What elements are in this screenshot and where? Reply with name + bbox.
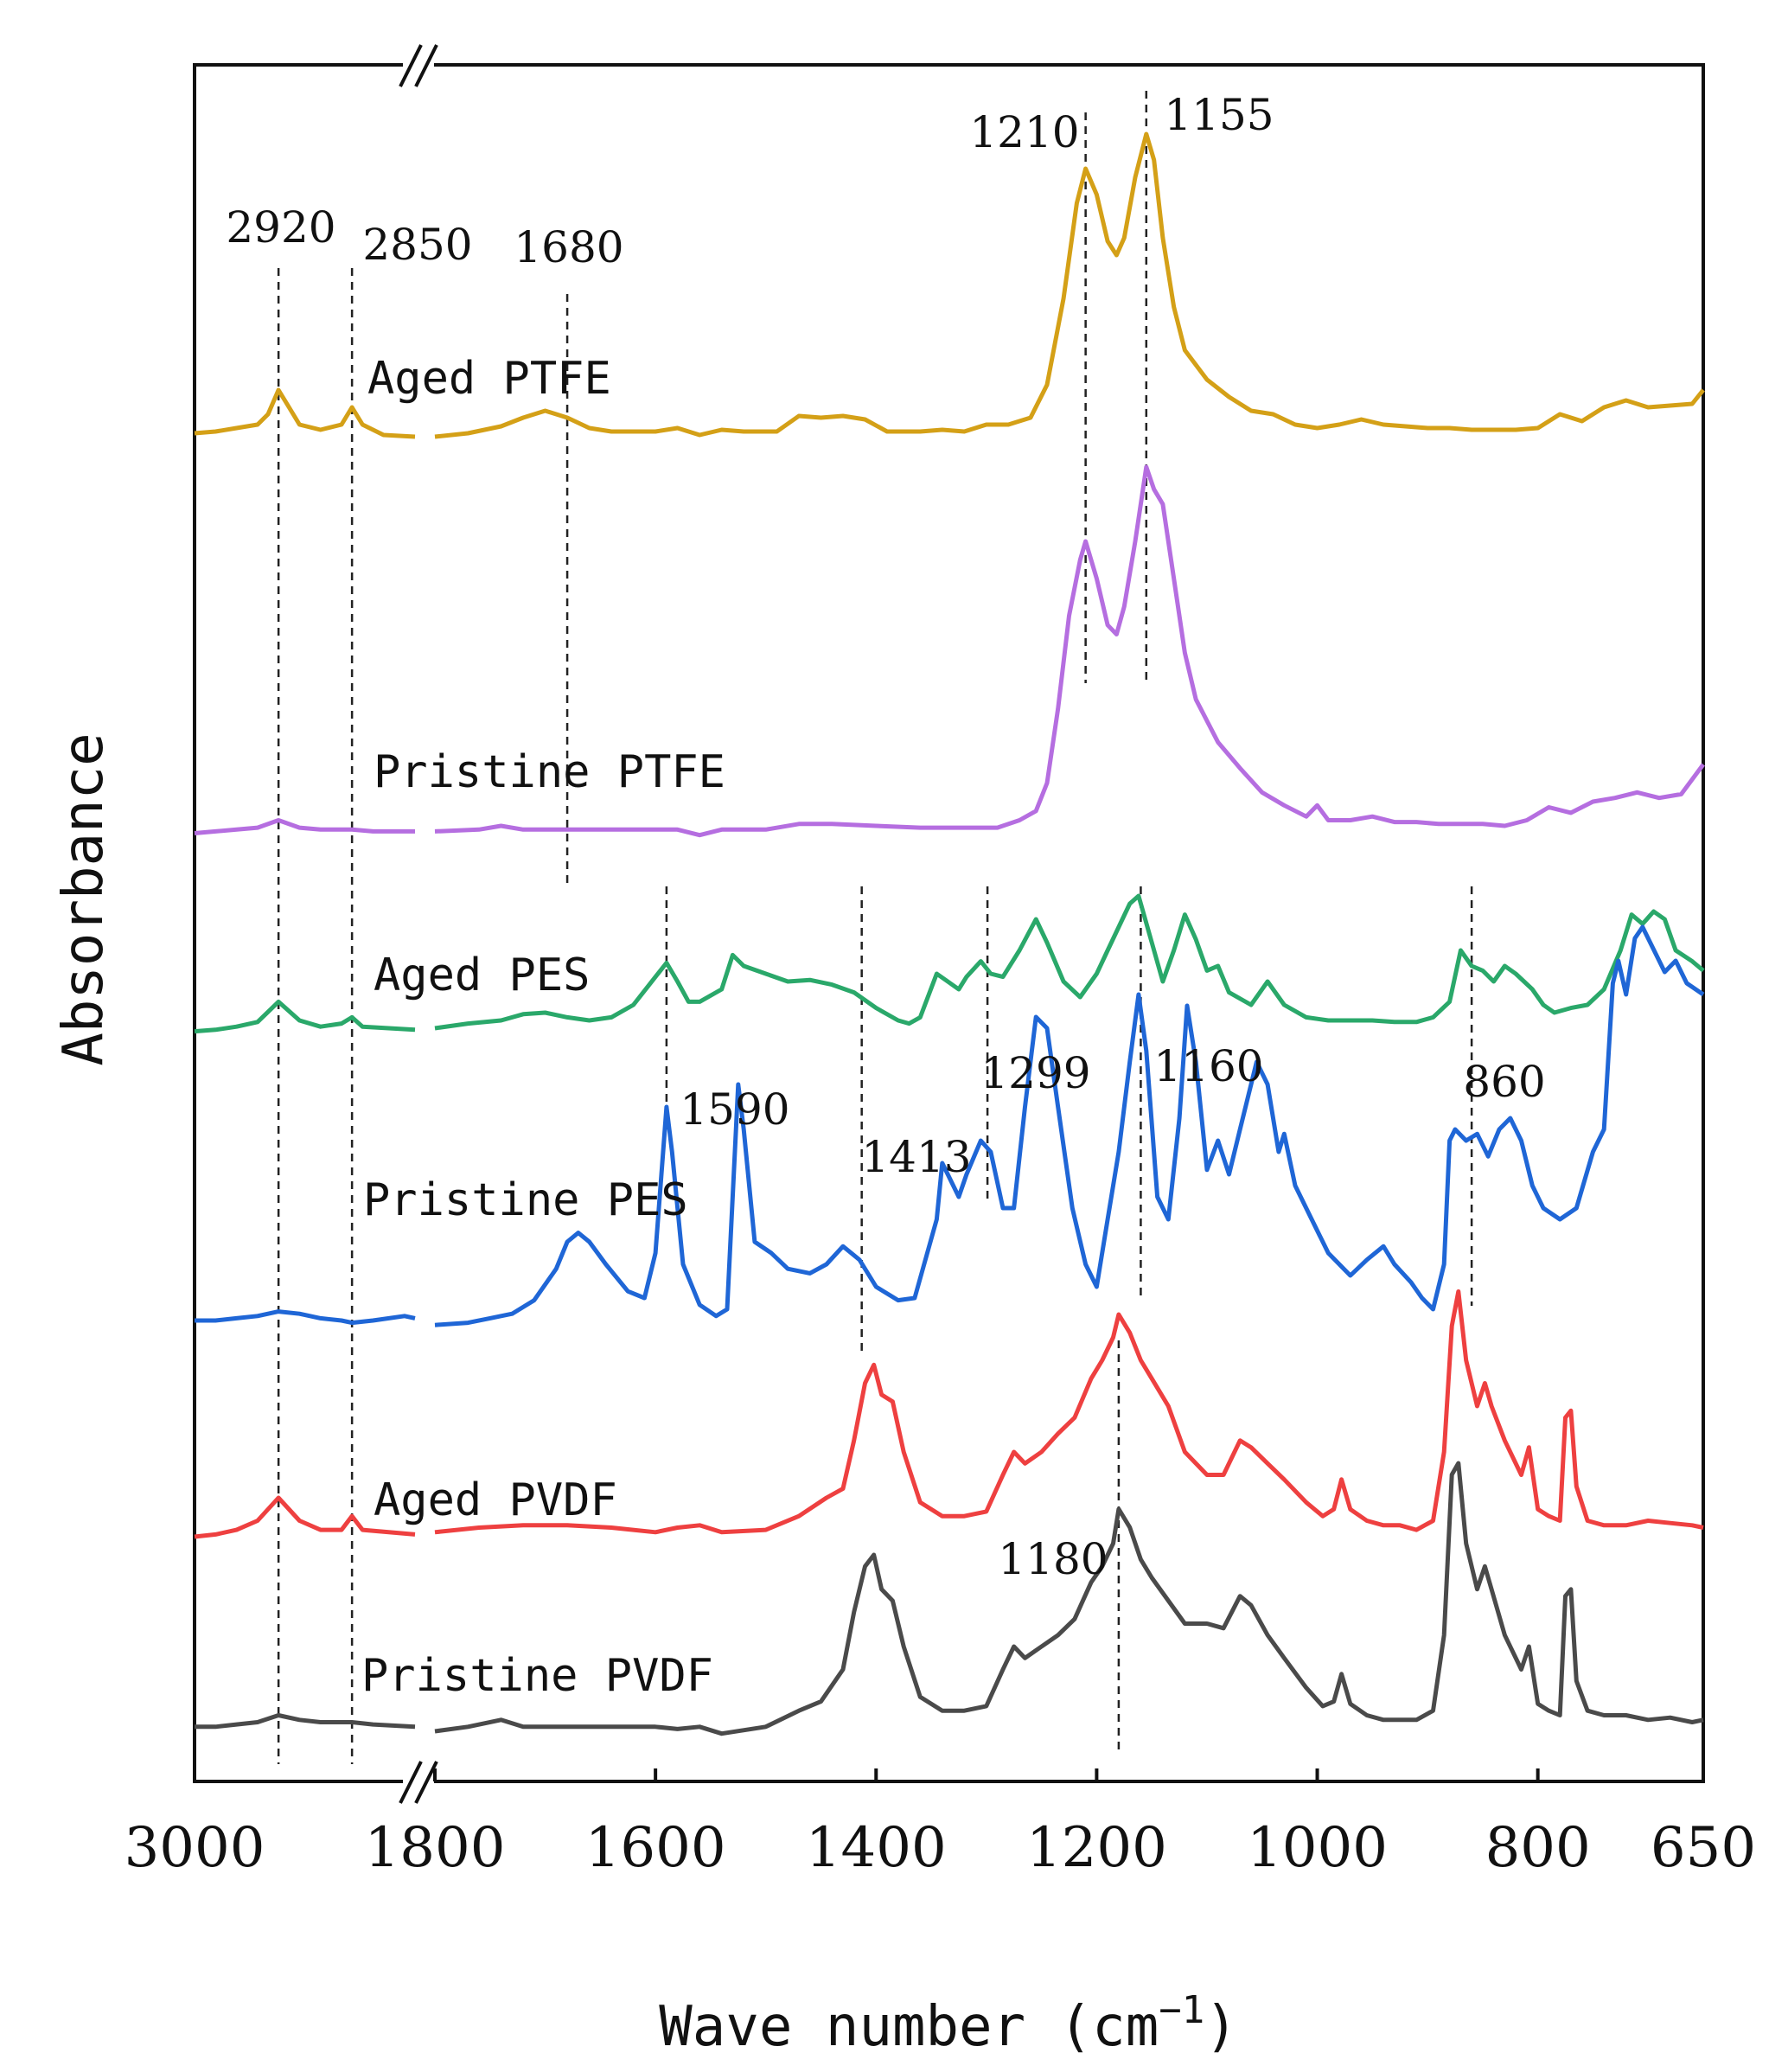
peak-label-860: 860 (1463, 1057, 1545, 1107)
peak-label-1590: 1590 (680, 1084, 789, 1135)
x-tick-label: 1800 (365, 1816, 506, 1880)
series-labels: Aged PTFE Pristine PTFE Aged PES Pristine P… (361, 353, 725, 1702)
x-axis-title-sup: −1 (1159, 1988, 1204, 2032)
series-line-aged-pes (434, 893, 1705, 1031)
series-line-pristine-pes (434, 924, 1705, 1327)
series-label-pristine-pes: Pristine PES (363, 1174, 688, 1226)
peak-label-1299: 1299 (980, 1048, 1090, 1098)
series-line-pristine-pvdf (434, 1461, 1704, 1736)
series-label-pristine-pvdf: Pristine PVDF (361, 1650, 713, 1702)
series-line-pristine-ptfe (434, 464, 1706, 838)
spectra (194, 131, 1706, 1736)
peak-label-2920: 2920 (226, 202, 335, 253)
x-axis-ticks: 3000 1800 1600 1400 1200 1000 800 650 (125, 1768, 1756, 1880)
series-label-aged-pes: Aged PES (374, 950, 590, 1001)
peak-label-2850: 2850 (362, 220, 472, 270)
x-tick-label: 1600 (585, 1816, 726, 1880)
x-tick-label: 1400 (806, 1816, 947, 1880)
x-axis-title: Wave number (cm−1) (659, 1988, 1237, 2059)
series-line-aged-pvdf (434, 1289, 1704, 1535)
series-line-pristine-ptfe (194, 818, 415, 835)
peak-label-1413: 1413 (861, 1132, 971, 1182)
series-label-aged-pvdf: Aged PVDF (374, 1474, 617, 1526)
series-line-pristine-pvdf (195, 1713, 416, 1730)
x-tick-label: 1200 (1026, 1816, 1167, 1880)
peak-label-1155: 1155 (1164, 90, 1274, 140)
series-line-aged-ptfe (194, 387, 416, 439)
x-tick-label: 1000 (1247, 1816, 1388, 1880)
series-line-pristine-pes (195, 1309, 416, 1326)
y-axis-title: Absorbance (52, 732, 116, 1065)
series-line-aged-pvdf (194, 1495, 416, 1539)
axis-break-top (399, 44, 438, 87)
x-tick-label: 3000 (125, 1816, 265, 1880)
peak-label-1160: 1160 (1153, 1041, 1263, 1091)
plot-frame (193, 63, 1705, 1783)
x-tick-label: 650 (1651, 1816, 1756, 1880)
series-label-aged-ptfe: Aged PTFE (367, 353, 611, 405)
axis-break-bottom (399, 1761, 438, 1804)
peak-label-1210: 1210 (969, 107, 1079, 157)
series-line-aged-pes (194, 999, 416, 1034)
x-axis-title-main: Wave number (cm (659, 1995, 1159, 2059)
peak-label-1680: 1680 (514, 222, 623, 272)
series-label-pristine-ptfe: Pristine PTFE (374, 746, 725, 798)
x-axis-title-close: ) (1204, 1995, 1238, 2059)
peak-label-1180: 1180 (998, 1534, 1108, 1584)
series-line-aged-ptfe (434, 131, 1705, 439)
x-tick-label: 800 (1485, 1816, 1591, 1880)
